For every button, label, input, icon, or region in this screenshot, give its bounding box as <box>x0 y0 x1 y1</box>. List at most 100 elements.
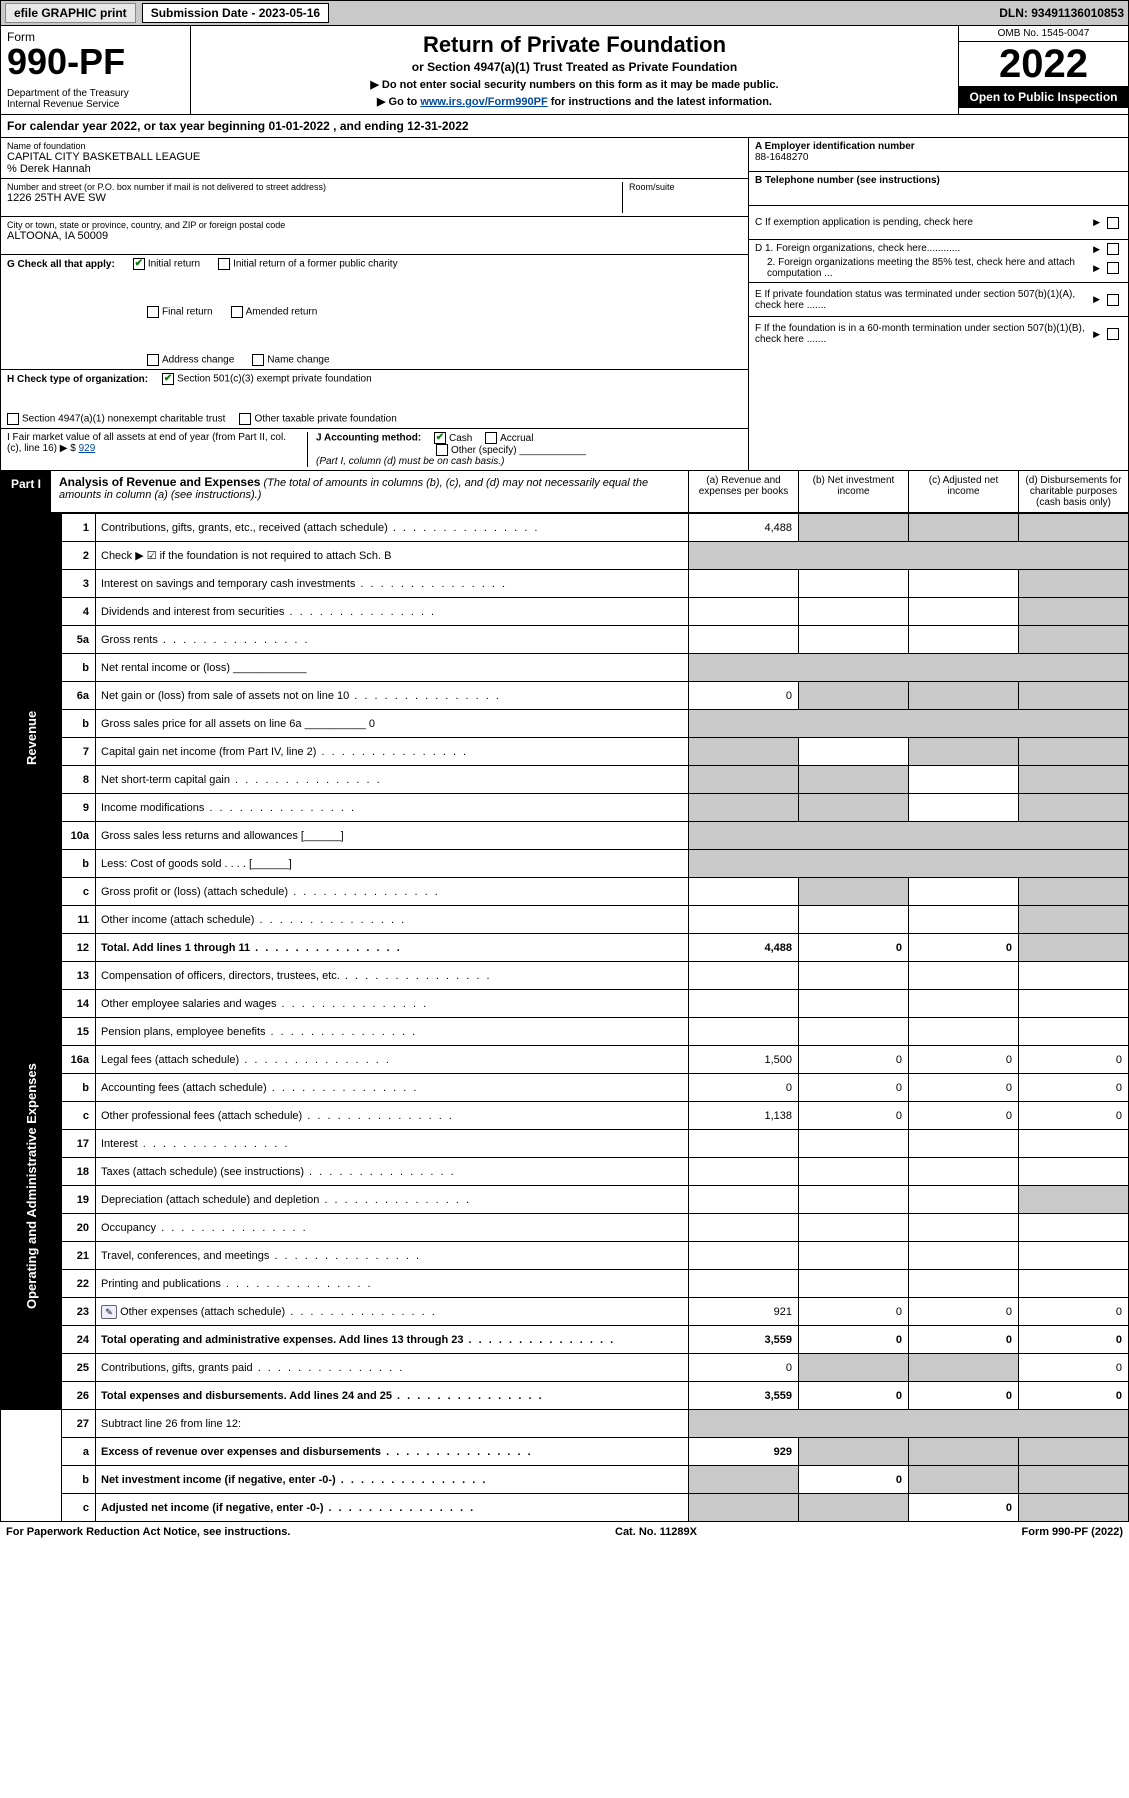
g-opt-amended: Amended return <box>246 307 318 318</box>
table-row: bNet rental income or (loss) ___________… <box>1 654 1129 682</box>
value-cell <box>909 514 1019 542</box>
value-cell <box>909 906 1019 934</box>
value-cell <box>1019 1158 1129 1186</box>
j-accrual: Accrual <box>500 433 533 444</box>
value-cell: 0 <box>909 1102 1019 1130</box>
table-row: 10aGross sales less returns and allowanc… <box>1 822 1129 850</box>
501c3-checkbox[interactable] <box>162 373 174 385</box>
line-number: 25 <box>62 1354 96 1382</box>
value-cell <box>689 1018 799 1046</box>
line-description: Printing and publications <box>96 1270 689 1298</box>
value-cell <box>799 1130 909 1158</box>
value-cell <box>689 906 799 934</box>
part1-title: Analysis of Revenue and Expenses (The to… <box>51 471 688 512</box>
table-row: 9Income modifications <box>1 794 1129 822</box>
value-cell: 0 <box>799 934 909 962</box>
line-description: Net short-term capital gain <box>96 766 689 794</box>
c-checkbox[interactable] <box>1107 217 1119 229</box>
value-cell: 0 <box>799 1074 909 1102</box>
line-number: 14 <box>62 990 96 1018</box>
name-change-checkbox[interactable] <box>252 354 264 366</box>
header-left: Form 990-PF Department of the Treasury I… <box>1 26 191 114</box>
col-d-header: (d) Disbursements for charitable purpose… <box>1018 471 1128 512</box>
entity-info: Name of foundation CAPITAL CITY BASKETBA… <box>0 138 1129 471</box>
efile-print-button[interactable]: efile GRAPHIC print <box>5 3 136 23</box>
table-row: 11Other income (attach schedule) <box>1 906 1129 934</box>
table-row: cOther professional fees (attach schedul… <box>1 1102 1129 1130</box>
value-cell <box>799 1186 909 1214</box>
h-label: H Check type of organization: <box>7 374 148 385</box>
value-cell: 0 <box>909 1298 1019 1326</box>
part1-title-text: Analysis of Revenue and Expenses <box>59 475 260 489</box>
initial-former-checkbox[interactable] <box>218 258 230 270</box>
f-checkbox[interactable] <box>1107 328 1119 340</box>
cash-checkbox[interactable] <box>434 432 446 444</box>
d2-label: 2. Foreign organizations meeting the 85%… <box>755 257 1093 279</box>
value-cell <box>799 766 909 794</box>
foundation-name: CAPITAL CITY BASKETBALL LEAGUE <box>7 151 742 163</box>
line-number: b <box>62 710 96 738</box>
value-cell <box>1019 626 1129 654</box>
line-number: 20 <box>62 1214 96 1242</box>
city-cell: City or town, state or province, country… <box>1 217 748 255</box>
line-description: Accounting fees (attach schedule) <box>96 1074 689 1102</box>
table-row: Revenue1Contributions, gifts, grants, et… <box>1 514 1129 542</box>
line-number: 12 <box>62 934 96 962</box>
line-description: Dividends and interest from securities <box>96 598 689 626</box>
merged-cell <box>689 654 1129 682</box>
table-row: 27Subtract line 26 from line 12: <box>1 1410 1129 1438</box>
value-cell <box>799 1494 909 1522</box>
value-cell: 0 <box>799 1326 909 1354</box>
goto-link-line: ▶ Go to www.irs.gov/Form990PF for instru… <box>201 95 948 108</box>
line-number: 1 <box>62 514 96 542</box>
line-number: a <box>62 1438 96 1466</box>
line-number: c <box>62 1102 96 1130</box>
d2-checkbox[interactable] <box>1107 262 1119 274</box>
line-number: 22 <box>62 1270 96 1298</box>
table-row: 4Dividends and interest from securities <box>1 598 1129 626</box>
fmv-link[interactable]: 929 <box>79 443 96 454</box>
line-description: Interest <box>96 1130 689 1158</box>
amended-return-checkbox[interactable] <box>231 306 243 318</box>
irs-link[interactable]: www.irs.gov/Form990PF <box>420 96 547 108</box>
h-opt-4947: Section 4947(a)(1) nonexempt charitable … <box>22 414 225 425</box>
attachment-icon[interactable]: ✎ <box>101 1305 117 1319</box>
value-cell <box>909 1158 1019 1186</box>
table-row: 2Check ▶ ☑ if the foundation is not requ… <box>1 542 1129 570</box>
line-number: b <box>62 1074 96 1102</box>
j-note: (Part I, column (d) must be on cash basi… <box>316 456 504 467</box>
value-cell <box>1019 878 1129 906</box>
merged-cell <box>689 850 1129 878</box>
value-cell <box>909 1130 1019 1158</box>
initial-return-checkbox[interactable] <box>133 258 145 270</box>
foundation-name-cell: Name of foundation CAPITAL CITY BASKETBA… <box>1 138 748 179</box>
final-return-checkbox[interactable] <box>147 306 159 318</box>
value-cell: 0 <box>1019 1382 1129 1410</box>
value-cell <box>689 1158 799 1186</box>
other-method-checkbox[interactable] <box>436 444 448 456</box>
line-number: 6a <box>62 682 96 710</box>
line-description: ✎ Other expenses (attach schedule) <box>96 1298 689 1326</box>
4947-checkbox[interactable] <box>7 413 19 425</box>
value-cell <box>1019 514 1129 542</box>
table-row: 26Total expenses and disbursements. Add … <box>1 1382 1129 1410</box>
form-number: 990-PF <box>7 44 184 80</box>
d1-checkbox[interactable] <box>1107 243 1119 255</box>
col-a-header: (a) Revenue and expenses per books <box>688 471 798 512</box>
g-opt-final: Final return <box>162 307 213 318</box>
value-cell <box>909 1186 1019 1214</box>
value-cell <box>1019 682 1129 710</box>
table-row: cAdjusted net income (if negative, enter… <box>1 1494 1129 1522</box>
ein-value: 88-1648270 <box>755 152 808 163</box>
accrual-checkbox[interactable] <box>485 432 497 444</box>
value-cell <box>1019 1438 1129 1466</box>
e-checkbox[interactable] <box>1107 294 1119 306</box>
line-description: Net rental income or (loss) ____________ <box>96 654 689 682</box>
f-60month-cell: F If the foundation is in a 60-month ter… <box>749 317 1128 351</box>
address-change-checkbox[interactable] <box>147 354 159 366</box>
line-number: 15 <box>62 1018 96 1046</box>
value-cell <box>689 1186 799 1214</box>
other-taxable-checkbox[interactable] <box>239 413 251 425</box>
line-number: c <box>62 1494 96 1522</box>
value-cell <box>799 626 909 654</box>
